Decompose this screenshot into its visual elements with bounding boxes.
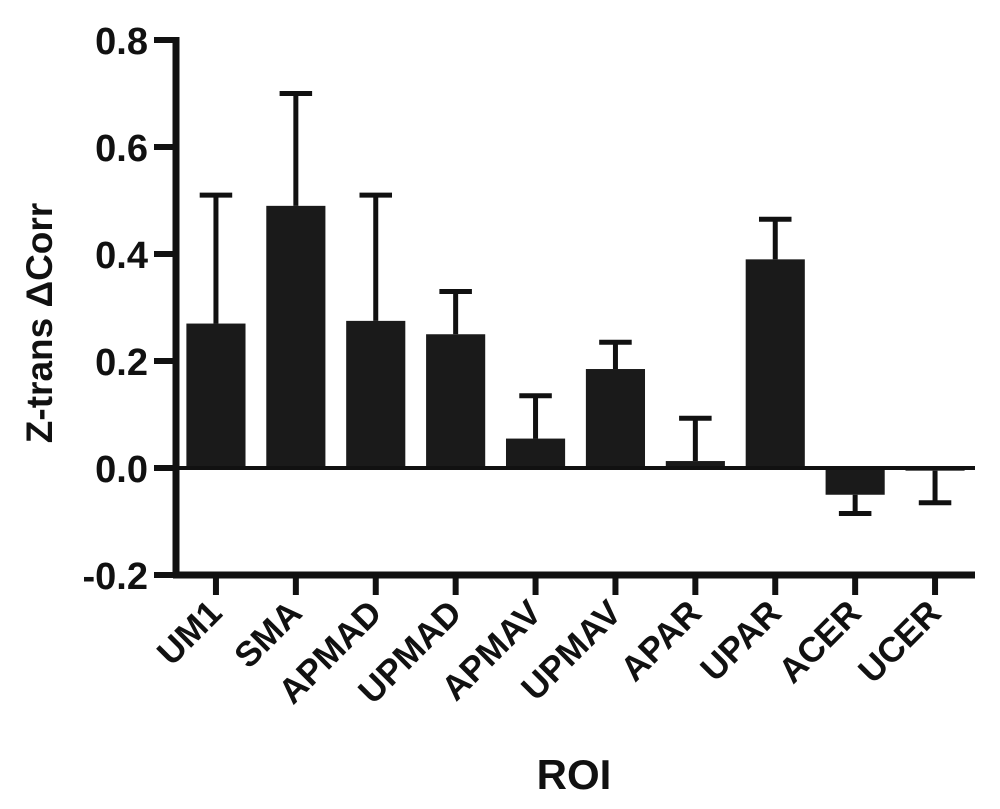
bar-um1 [186, 323, 246, 468]
y-axis-ticks: -0.2 0.0 0.2 0.4 0.6 0.8 [83, 21, 176, 598]
x-tick-label-apar: APAR [613, 593, 709, 689]
error-bar-um1 [199, 192, 233, 324]
error-bar-upmad [439, 288, 472, 335]
x-tick-label-acer: ACER [771, 593, 869, 691]
bar-apmav [505, 438, 566, 468]
y-tick-label: 0.6 [95, 128, 148, 170]
error-bar-ucer [918, 470, 952, 506]
y-tick-label: 0.4 [95, 235, 148, 277]
x-tick-label-ucer: UCER [851, 593, 949, 691]
bar-apmad [346, 320, 406, 468]
error-bar-apar [679, 415, 712, 462]
y-tick-label: 0.0 [95, 449, 148, 491]
error-bar-upmav [599, 339, 632, 370]
error-bar-apmad [359, 192, 393, 321]
x-axis-ticks: UM1SMAAPMADUPMADAPMAVUPMAVAPARUPARACERUC… [150, 575, 949, 711]
y-tick-label: -0.2 [83, 556, 148, 598]
error-bar-upar [758, 216, 792, 260]
bar-upmad [426, 334, 486, 468]
error-bar-apmav [519, 393, 552, 439]
x-tick-label-upar: UPAR [693, 593, 789, 689]
x-axis-title: ROI [537, 751, 612, 798]
y-tick-label: 0.8 [95, 21, 148, 63]
x-tick-label-um1: UM1 [150, 593, 230, 673]
error-bar-sma [279, 91, 313, 206]
bars [186, 205, 965, 495]
y-tick-label: 0.2 [95, 342, 148, 384]
y-axis-title: Z-trans ΔCorr [19, 203, 60, 443]
bar-apar [665, 461, 725, 468]
bar-acer [825, 468, 885, 495]
error-bar-acer [838, 494, 872, 516]
bar-upmav [585, 369, 646, 468]
bar-upar [745, 259, 805, 468]
error-bars [199, 91, 952, 516]
bar-sma [266, 205, 326, 468]
